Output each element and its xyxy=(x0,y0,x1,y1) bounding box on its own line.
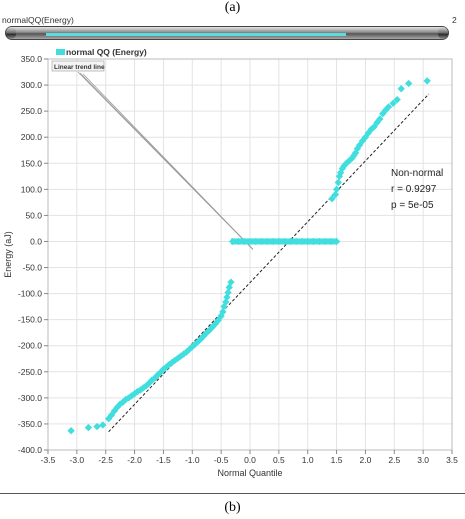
overview-scrollbar[interactable] xyxy=(5,26,449,40)
data-point xyxy=(384,103,393,111)
legend-series-label: normal QQ (Energy) xyxy=(66,47,147,57)
window-number-label: 2 xyxy=(452,15,457,25)
scrollbar-left-handle[interactable] xyxy=(6,27,16,39)
y-tick-label: -100.0 xyxy=(18,289,42,299)
y-tick-label: 100.0 xyxy=(21,184,43,194)
annotation-r-value: r = 0.9297 xyxy=(391,184,437,195)
annotation-p-value: p = 5e-05 xyxy=(391,200,434,211)
data-point xyxy=(423,77,431,85)
annotation-normality: Non-normal xyxy=(391,168,443,179)
y-tick-label: -200.0 xyxy=(18,341,42,351)
legend-leader-lines xyxy=(77,71,254,250)
figure-divider xyxy=(0,493,465,494)
y-tick-label: -250.0 xyxy=(18,367,42,377)
scrollbar-right-handle[interactable] xyxy=(438,27,448,39)
x-tick-label: -0.5 xyxy=(214,455,229,465)
data-point xyxy=(219,308,227,316)
x-axis-label: Normal Quantile xyxy=(217,468,282,478)
x-tick-label: -1.5 xyxy=(156,455,171,465)
y-axis-label: Energy (aJ) xyxy=(3,231,13,278)
y-tick-label: 50.0 xyxy=(25,210,42,220)
x-tick-label: 3.5 xyxy=(446,455,458,465)
x-tick-label: 2.5 xyxy=(388,455,400,465)
data-point xyxy=(397,85,405,93)
x-tick-label: -3.5 xyxy=(41,455,56,465)
y-tick-label: 0.0 xyxy=(30,236,42,246)
chart-axes: -3.5 -3.0 -2.5 -2.0 -1.5 -1.0 -0.5 0.0 0.5 1.0 1.5… xyxy=(18,54,458,465)
data-point xyxy=(67,427,75,435)
data-point xyxy=(405,79,413,88)
y-tick-label: 350.0 xyxy=(21,54,43,64)
x-tick-label: 3.0 xyxy=(417,455,429,465)
y-tick-label: -400.0 xyxy=(18,445,42,455)
chart-grid xyxy=(47,58,453,451)
data-point xyxy=(93,422,101,431)
y-tick-label: 150.0 xyxy=(21,158,43,168)
x-tick-label: -2.0 xyxy=(127,455,142,465)
y-tick-label: 300.0 xyxy=(21,80,43,90)
data-point xyxy=(389,99,397,107)
overview-series-line xyxy=(46,33,346,36)
data-point xyxy=(334,178,342,187)
y-tick-label: -350.0 xyxy=(18,419,42,429)
y-tick-label: -300.0 xyxy=(18,393,42,403)
window-title: normalQQ(Energy) xyxy=(2,15,74,25)
legend-trend-box xyxy=(51,60,105,72)
legend-trend-label: Linear trend line xyxy=(54,64,105,71)
leader-line xyxy=(82,73,254,250)
x-tick-label: 0.5 xyxy=(273,455,285,465)
figure-caption-b: (b) xyxy=(224,500,241,515)
chart-legend: normal QQ (Energy) Linear trend line xyxy=(51,47,147,72)
y-tick-label: 200.0 xyxy=(21,132,43,142)
x-tick-label: 1.0 xyxy=(302,455,314,465)
figure-caption-a: (a) xyxy=(224,0,241,15)
x-tick-label: -1.0 xyxy=(185,455,200,465)
x-tick-label: 0.0 xyxy=(244,455,256,465)
qq-plot-chart: -3.5 -3.0 -2.5 -2.0 -1.5 -1.0 -0.5 0.0 0.5 1.0 1.5… xyxy=(3,47,458,478)
y-tick-label: -50.0 xyxy=(23,263,43,273)
legend-series-swatch xyxy=(56,49,65,55)
data-point xyxy=(84,423,93,432)
y-tick-label: 250.0 xyxy=(21,106,43,116)
data-points xyxy=(67,77,431,435)
x-tick-label: -2.5 xyxy=(98,455,113,465)
linear-trend-line xyxy=(108,93,430,433)
y-tick-label: -150.0 xyxy=(18,315,42,325)
x-tick-label: 2.0 xyxy=(360,455,372,465)
data-point-band xyxy=(230,238,337,245)
data-point xyxy=(332,185,341,194)
x-tick-label: -3.0 xyxy=(70,455,85,465)
x-tick-label: 1.5 xyxy=(331,455,343,465)
data-point xyxy=(376,115,384,123)
